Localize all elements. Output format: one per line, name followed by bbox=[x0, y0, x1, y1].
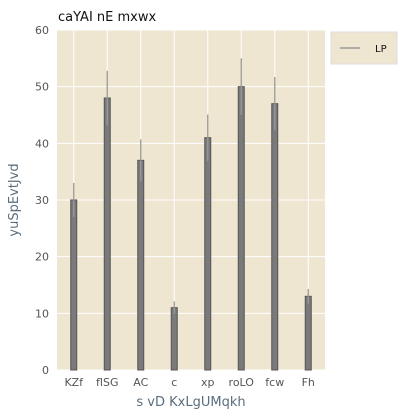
chart-title: caYAI nE mxwx bbox=[58, 10, 156, 25]
bar-Fh bbox=[304, 295, 312, 371]
x-ticks: KZf flSG AC c xp roLO fcw Fh bbox=[64, 376, 314, 389]
y-ticks: 0 10 20 30 40 50 60 bbox=[35, 24, 49, 377]
bar-c bbox=[170, 307, 178, 371]
x-tick-label: roLO bbox=[229, 376, 255, 389]
bar-AC bbox=[137, 159, 145, 371]
x-axis-label: s vD KxLgUMqkh bbox=[136, 395, 245, 410]
y-tick-label: 60 bbox=[35, 24, 49, 37]
bars bbox=[70, 86, 312, 371]
y-tick-label: 50 bbox=[35, 81, 49, 94]
y-axis-label: yuSpEvtJvd bbox=[7, 163, 22, 236]
bar-flSG bbox=[103, 97, 111, 371]
y-tick-label: 40 bbox=[35, 137, 49, 150]
x-tick-label: AC bbox=[133, 376, 148, 389]
bar-roLO bbox=[237, 86, 245, 371]
bar-fcw bbox=[271, 103, 279, 371]
y-tick-label: 10 bbox=[35, 307, 49, 320]
x-tick-label: flSG bbox=[96, 376, 118, 389]
y-tick-label: 30 bbox=[35, 194, 49, 207]
x-tick-label: xp bbox=[201, 376, 215, 389]
x-tick-label: fcw bbox=[265, 376, 284, 389]
bar-xp bbox=[204, 137, 212, 371]
x-tick-label: KZf bbox=[64, 376, 84, 389]
legend: LP bbox=[330, 31, 398, 65]
x-tick-label: c bbox=[171, 376, 177, 389]
legend-entry-lp: LP bbox=[375, 44, 387, 55]
error-bars bbox=[73, 58, 309, 314]
y-tick-label: 0 bbox=[42, 364, 49, 377]
y-tick-label: 20 bbox=[35, 251, 49, 264]
bar-KZf bbox=[70, 199, 78, 371]
x-tick-label: Fh bbox=[302, 376, 315, 389]
